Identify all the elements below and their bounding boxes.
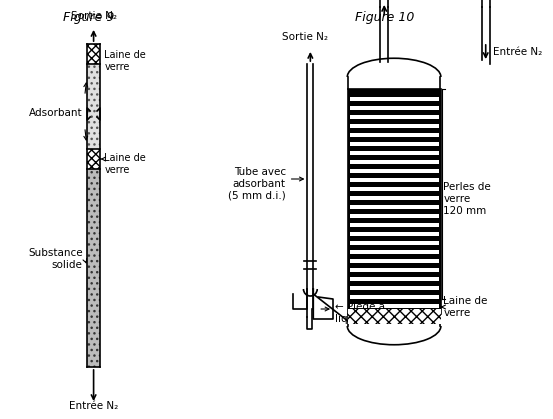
Text: Tube avec
adsorbant
(5 mm d.i.): Tube avec adsorbant (5 mm d.i.) xyxy=(228,168,286,201)
Bar xyxy=(349,133,440,137)
Bar xyxy=(349,178,440,182)
Bar xyxy=(349,115,440,119)
Text: Figure 9: Figure 9 xyxy=(63,11,114,24)
Bar xyxy=(348,309,441,324)
Bar xyxy=(349,97,440,101)
Text: Sortie N₂: Sortie N₂ xyxy=(71,11,117,21)
Text: Entrée N₂: Entrée N₂ xyxy=(493,47,542,57)
Bar xyxy=(349,124,440,128)
Bar xyxy=(349,106,440,110)
Bar xyxy=(349,142,440,146)
Bar xyxy=(87,44,101,64)
Bar xyxy=(349,187,440,191)
Bar xyxy=(349,160,440,164)
Bar xyxy=(349,214,440,218)
Bar xyxy=(349,286,440,290)
Bar xyxy=(87,169,101,367)
Bar xyxy=(349,223,440,227)
Bar xyxy=(87,149,101,169)
Bar xyxy=(349,169,440,173)
Text: Perles de
verre
120 mm: Perles de verre 120 mm xyxy=(444,182,491,216)
Text: ← Piège à
liquide: ← Piège à liquide xyxy=(335,302,385,324)
Bar xyxy=(349,241,440,245)
Bar xyxy=(348,89,441,314)
Text: Laine de
verre: Laine de verre xyxy=(105,50,146,72)
Bar xyxy=(349,232,440,236)
Text: Laine de
verre: Laine de verre xyxy=(444,296,488,318)
Text: Entrée N₂: Entrée N₂ xyxy=(69,401,118,411)
Bar xyxy=(87,64,101,149)
Text: Laine de
verre: Laine de verre xyxy=(105,153,146,175)
Bar xyxy=(349,304,440,308)
Bar xyxy=(349,250,440,254)
Bar xyxy=(349,277,440,281)
Bar xyxy=(349,205,440,209)
Bar xyxy=(349,259,440,263)
Text: Sortie N₂: Sortie N₂ xyxy=(283,32,328,42)
Bar xyxy=(349,151,440,155)
Bar xyxy=(349,268,440,272)
Bar xyxy=(349,295,440,299)
Text: Substance
solide: Substance solide xyxy=(28,248,83,270)
Bar xyxy=(349,196,440,200)
Text: Adsorbant: Adsorbant xyxy=(29,108,83,118)
Text: Figure 10: Figure 10 xyxy=(354,11,414,24)
